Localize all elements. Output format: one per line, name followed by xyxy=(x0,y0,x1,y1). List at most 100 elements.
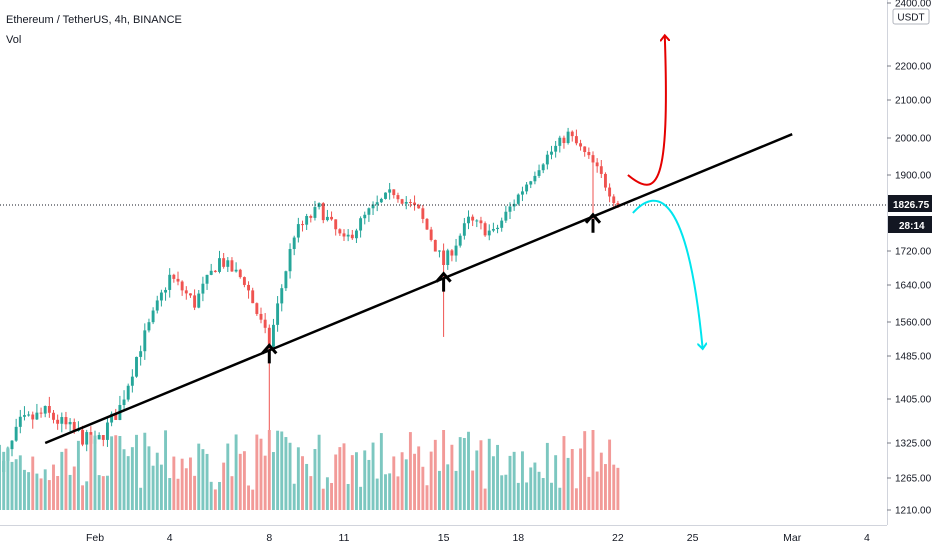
candle-body xyxy=(35,412,39,420)
candle-body xyxy=(309,216,313,218)
candle-body xyxy=(101,435,105,440)
volume-bar xyxy=(39,478,43,510)
candle-body xyxy=(487,230,491,236)
candle-body xyxy=(259,313,263,320)
volume-bar xyxy=(413,453,417,510)
volume-bar xyxy=(545,442,549,510)
volume-bar xyxy=(60,451,64,510)
volume-bar xyxy=(72,466,76,510)
candle-body xyxy=(392,189,396,196)
volume-bar xyxy=(467,431,470,510)
y-tick-label: 1210.00 xyxy=(895,506,932,517)
volume-bar xyxy=(392,456,396,510)
volume-bar xyxy=(76,440,80,510)
candle-body xyxy=(143,330,147,352)
volume-bar xyxy=(296,447,300,510)
volume-bar xyxy=(533,462,537,510)
candle-body xyxy=(363,214,367,219)
candle-body xyxy=(388,189,392,193)
volume-bar xyxy=(114,435,118,510)
volume-bar xyxy=(417,446,421,510)
candle-body xyxy=(105,422,109,440)
candle-body xyxy=(334,219,338,230)
volume-bar xyxy=(255,434,259,510)
currency-label: USDT xyxy=(897,13,924,24)
candle-body xyxy=(313,207,317,218)
volume-bar xyxy=(18,455,22,510)
volume-bar xyxy=(371,442,375,510)
candle-body xyxy=(566,131,570,144)
volume-bar xyxy=(462,437,466,510)
candle-body xyxy=(267,327,271,347)
currency-badge[interactable] xyxy=(892,8,930,25)
volume-bar xyxy=(363,450,367,510)
candle-body xyxy=(529,181,533,185)
price-scale[interactable] xyxy=(887,0,932,550)
candle-body xyxy=(197,293,201,308)
volume-bar xyxy=(616,467,620,510)
candle-body xyxy=(346,234,350,237)
candle-body xyxy=(321,203,325,221)
volume-bar xyxy=(570,449,574,510)
x-tick-label: 11 xyxy=(339,532,350,544)
volume-bar xyxy=(599,452,603,510)
y-tick-label: 2400.00 xyxy=(895,0,932,10)
candle-body xyxy=(462,223,466,236)
candle-body xyxy=(554,145,558,152)
volume-bar xyxy=(126,456,130,510)
current-price-badge xyxy=(888,195,932,212)
candle-body xyxy=(271,324,275,347)
candle-body xyxy=(147,322,151,331)
y-tick-label: 1640.00 xyxy=(895,281,932,292)
candle-body xyxy=(305,216,309,225)
volume-bar xyxy=(313,449,317,510)
candle-body xyxy=(413,202,417,206)
volume-bar xyxy=(566,457,570,510)
candle-body xyxy=(238,269,242,278)
x-tick-label: 25 xyxy=(687,532,699,544)
candle-body xyxy=(60,417,64,424)
volume-bar xyxy=(479,440,483,510)
candle-body xyxy=(408,202,412,204)
candle-body xyxy=(379,198,383,203)
volume-bar xyxy=(574,488,578,510)
support-trendline[interactable] xyxy=(44,133,793,445)
candle-body xyxy=(608,187,612,197)
candle-body xyxy=(218,258,221,272)
candle-body xyxy=(180,281,184,291)
volume-bar xyxy=(180,458,184,510)
volume-bar xyxy=(558,487,562,510)
volume-bar xyxy=(471,470,475,510)
volume-bar xyxy=(425,485,429,510)
volume-bar xyxy=(105,475,109,510)
candle-body xyxy=(603,173,607,188)
candle-body xyxy=(483,223,487,236)
volume-bar xyxy=(263,455,267,510)
volume-label: Vol xyxy=(6,34,22,46)
candle-body xyxy=(338,229,342,234)
candle-body xyxy=(209,270,213,275)
time-scale[interactable] xyxy=(0,525,887,550)
candle-body xyxy=(417,205,421,209)
volume-bar xyxy=(2,451,6,510)
candle-body xyxy=(467,216,470,224)
volume-bar xyxy=(541,478,545,510)
candle-body xyxy=(396,195,400,200)
y-tick-label: 2200.00 xyxy=(895,62,932,73)
volume-bar xyxy=(346,483,350,510)
volume-layer xyxy=(0,430,620,510)
volume-bar xyxy=(404,459,408,510)
candle-body xyxy=(599,166,603,174)
volume-bar xyxy=(400,452,404,510)
candle-body xyxy=(22,415,26,417)
volume-bar xyxy=(458,437,462,510)
support-arrow-icon xyxy=(261,343,278,364)
volume-bar xyxy=(205,453,209,510)
candle-body xyxy=(97,435,101,440)
candle-body xyxy=(479,220,483,224)
volume-bar xyxy=(197,443,201,510)
candle-body xyxy=(437,250,441,252)
candle-body xyxy=(81,429,85,445)
candle-body xyxy=(126,385,130,400)
